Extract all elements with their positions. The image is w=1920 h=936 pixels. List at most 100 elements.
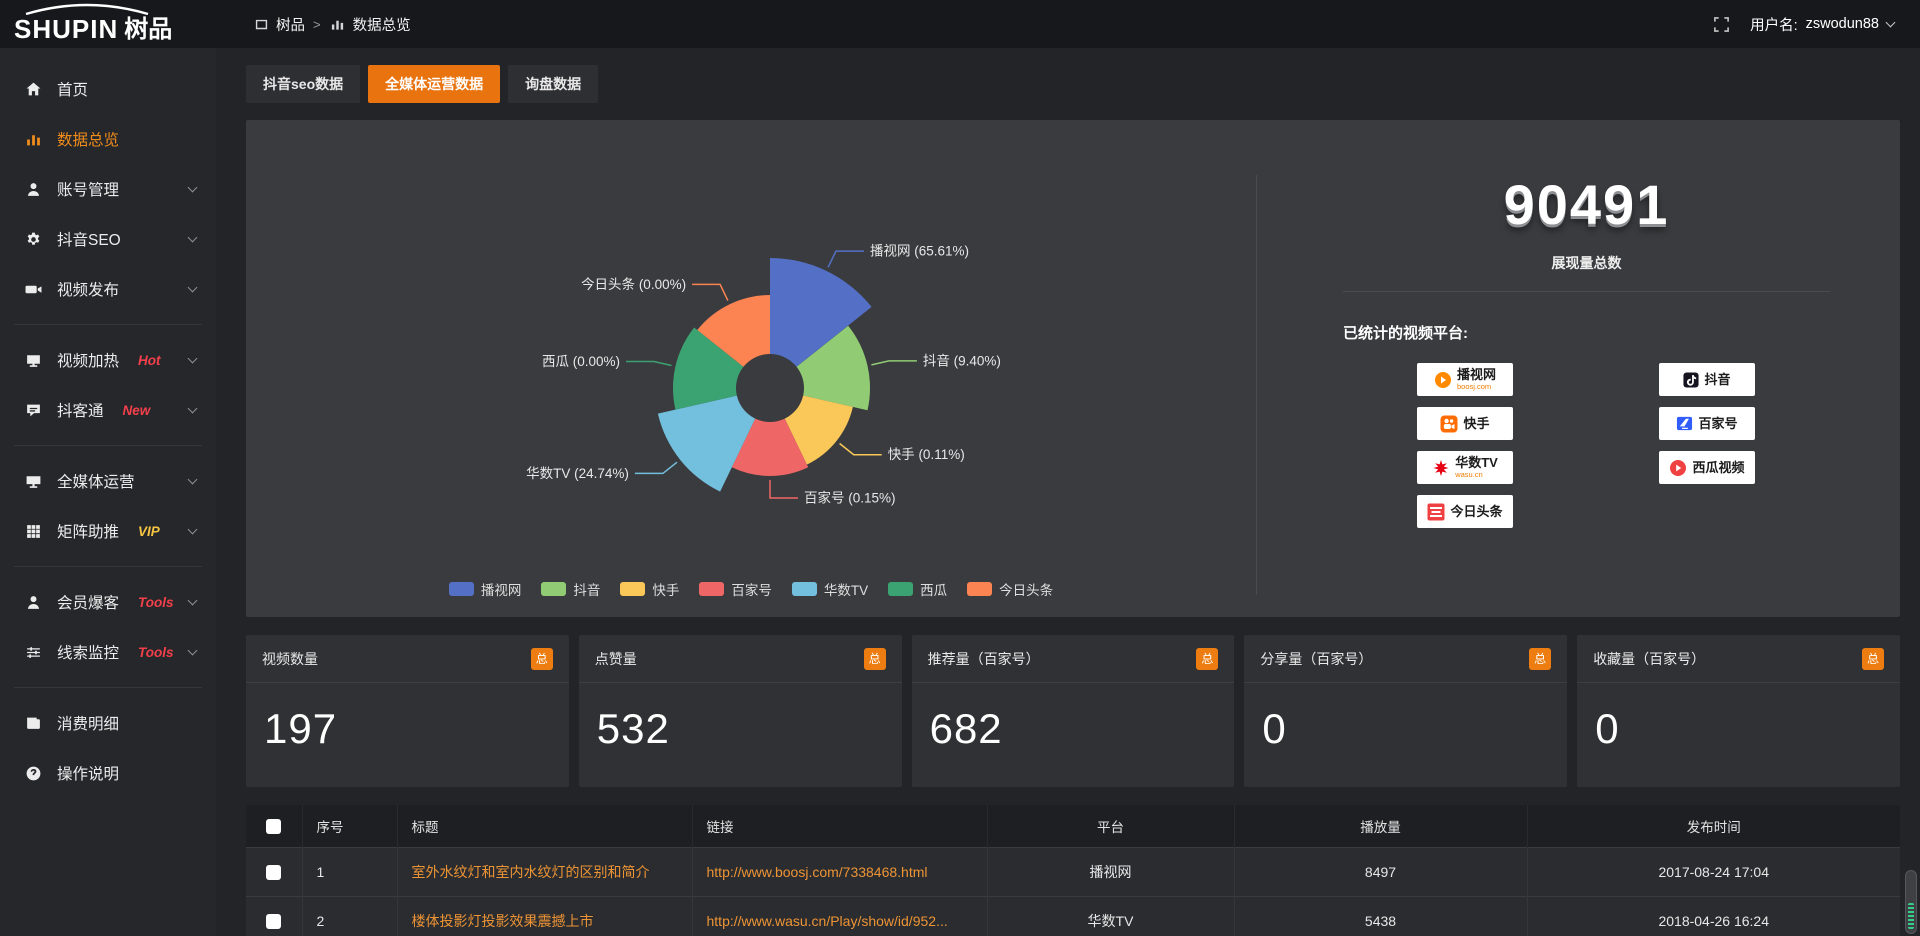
sidebar-item-chat[interactable]: 抖客通 New	[0, 385, 216, 435]
baijia-icon	[1676, 415, 1693, 432]
user-icon	[24, 180, 42, 198]
legend-item[interactable]: 快手	[620, 579, 679, 599]
scrollbar-grip	[1908, 903, 1914, 929]
stat-card-value: 0	[1262, 705, 1287, 752]
legend-marker	[541, 582, 567, 596]
sidebar-item-home[interactable]: 首页	[0, 64, 216, 114]
tab-2[interactable]: 全媒体运营数据	[368, 65, 501, 103]
impressions-summary: 90491 展现量总数 已统计的视频平台: 播视网 boosj.com 抖音 快…	[1257, 120, 1900, 617]
kuaishou-icon	[1440, 415, 1458, 433]
grid-icon	[24, 522, 42, 540]
screen-icon	[24, 472, 42, 490]
sidebar-item-sliders[interactable]: 线索监控 Tools	[0, 627, 216, 677]
sliders-icon	[24, 643, 42, 661]
xigua-icon	[1669, 459, 1687, 477]
breadcrumb: 树品 > 数据总览	[252, 14, 411, 35]
chevron-down-icon	[1885, 17, 1896, 27]
sidebar-item-tag: Tools	[138, 644, 174, 660]
stat-card-value: 682	[929, 705, 1003, 752]
video-url-link[interactable]: http://www.boosj.com/7338468.html	[706, 864, 928, 880]
pie-label: 百家号 (0.15%)	[804, 490, 896, 506]
chevron-down-icon	[187, 474, 198, 484]
select-all-checkbox[interactable]	[266, 818, 282, 834]
question-icon	[24, 764, 42, 782]
legend-item[interactable]: 西瓜	[888, 579, 947, 599]
sidebar-item-question[interactable]: 操作说明	[0, 748, 216, 798]
sidebar-item-wallet[interactable]: 消费明细	[0, 698, 216, 748]
total-badge[interactable]: 总	[1529, 647, 1552, 670]
videos-table: 序号 标题 链接 平台 播放量 发布时间 1 室外水纹灯和室内水纹灯的区别和简介…	[246, 805, 1900, 936]
sidebar-item-tag: Hot	[138, 352, 161, 368]
sidebar-item-person[interactable]: 会员爆客 Tools	[0, 577, 216, 627]
sidebar-item-heat[interactable]: 视频加热 Hot	[0, 335, 216, 385]
donut-hole	[736, 354, 804, 422]
tab-1[interactable]: 抖音seo数据	[246, 65, 361, 103]
breadcrumb-home[interactable]: 树品	[252, 14, 305, 35]
stat-card-label: 点赞量	[594, 650, 637, 667]
chevron-down-icon	[187, 524, 198, 534]
sidebar-divider	[14, 324, 202, 325]
sidebar-item-tag: New	[122, 402, 151, 418]
legend-item[interactable]: 抖音	[541, 579, 600, 599]
platform-badge-baijia: 百家号	[1659, 407, 1755, 440]
pie-label-line	[839, 442, 882, 456]
sidebar-item-gear[interactable]: 抖音SEO	[0, 214, 216, 264]
tab-3[interactable]: 询盘数据	[508, 65, 599, 103]
col-header-platform: 平台	[987, 805, 1235, 848]
pie-slice-5[interactable]	[657, 388, 770, 492]
user-menu[interactable]: 用户名: zswodun88	[1750, 14, 1896, 35]
chat-icon	[24, 401, 42, 419]
legend-item[interactable]: 今日头条	[967, 579, 1053, 599]
video-title-link[interactable]: 室外水纹灯和室内水纹灯的区别和简介	[411, 864, 650, 880]
row-checkbox[interactable]	[266, 865, 282, 881]
pie-slice-4[interactable]	[731, 388, 809, 477]
col-header-link: 链接	[692, 805, 988, 848]
total-badge[interactable]: 总	[863, 647, 886, 670]
legend-item[interactable]: 百家号	[699, 579, 772, 599]
sidebar-item-screen[interactable]: 全媒体运营	[0, 456, 216, 506]
platform-badge-toutiao: 今日头条	[1417, 495, 1513, 528]
logo-suffix: 树品	[124, 15, 173, 43]
wallet-icon	[24, 714, 42, 732]
legend-item[interactable]: 播视网	[448, 579, 521, 599]
col-header-plays: 播放量	[1234, 805, 1528, 848]
col-header-no: 序号	[302, 805, 398, 848]
total-badge[interactable]: 总	[1196, 647, 1219, 670]
wasu-icon	[1432, 459, 1450, 477]
pie-label: 抖音 (9.40%)	[923, 352, 1001, 368]
row-checkbox[interactable]	[266, 914, 282, 930]
sidebar-item-grid[interactable]: 矩阵助推 VIP	[0, 506, 216, 556]
legend-item[interactable]: 华数TV	[791, 579, 868, 599]
pie-label: 华数TV (24.74%)	[526, 466, 629, 481]
pie-slice-1[interactable]	[770, 258, 872, 388]
platforms-title: 已统计的视频平台:	[1343, 325, 1468, 342]
pie-label: 播视网 (65.61%)	[870, 244, 969, 259]
gear-icon	[24, 230, 42, 248]
heat-icon	[24, 351, 42, 369]
impressions-total-label: 展现量总数	[1551, 255, 1622, 271]
sidebar-item-video[interactable]: 视频发布	[0, 264, 216, 314]
page-scrollbar-thumb[interactable]	[1905, 870, 1917, 934]
stat-card-4: 分享量（百家号） 总 0	[1244, 635, 1568, 787]
legend-marker	[448, 582, 474, 596]
legend-marker	[967, 582, 993, 596]
platform-badge-boosj: 播视网 boosj.com	[1417, 363, 1513, 396]
stat-card-2: 点赞量 总 532	[578, 635, 902, 787]
fullscreen-icon[interactable]	[1713, 16, 1730, 33]
total-badge[interactable]: 总	[530, 647, 553, 670]
sidebar-item-chart[interactable]: 数据总览	[0, 114, 216, 164]
video-url-link[interactable]: http://www.wasu.cn/Play/show/id/952...	[706, 913, 948, 929]
sidebar-item-tag: VIP	[138, 523, 160, 539]
total-badge[interactable]: 总	[1861, 647, 1884, 670]
video-title-link[interactable]: 楼体投影灯投影效果震撼上市	[411, 913, 594, 929]
legend-marker	[888, 582, 914, 596]
breadcrumb-current[interactable]: 数据总览	[329, 14, 411, 35]
sidebar-divider	[14, 566, 202, 567]
topbar: SHUPIN 树品 树品 > 数据总览	[0, 0, 1920, 48]
sidebar-item-user[interactable]: 账号管理	[0, 164, 216, 214]
app-logo[interactable]: SHUPIN 树品	[0, 0, 216, 48]
stat-card-label: 视频数量	[262, 650, 318, 667]
video-icon	[24, 280, 42, 298]
chevron-down-icon	[187, 353, 198, 363]
chart-icon	[24, 130, 42, 148]
